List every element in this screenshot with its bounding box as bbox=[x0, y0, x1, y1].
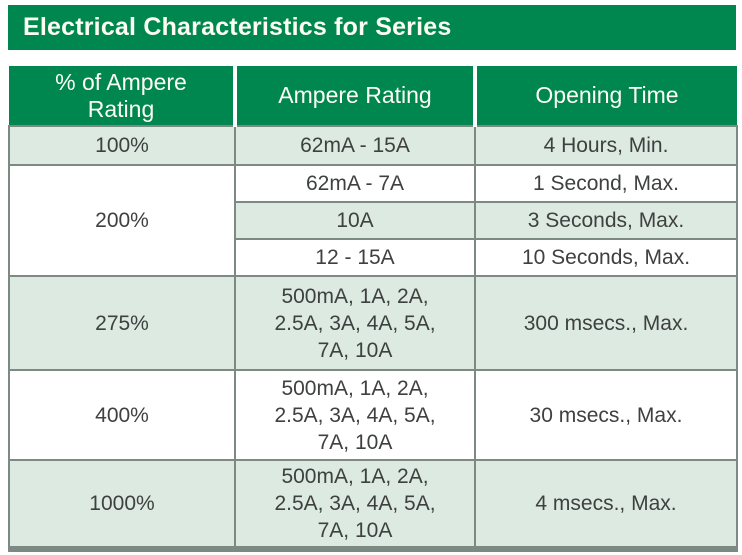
time-cell: 3 Seconds, Max. bbox=[474, 201, 738, 240]
table-row: 400% 500mA, 1A, 2A, 2.5A, 3A, 4A, 5A, 7A… bbox=[8, 369, 738, 461]
section-title: Electrical Characteristics for Series bbox=[23, 13, 452, 41]
table-row: 1000% 500mA, 1A, 2A, 2.5A, 3A, 4A, 5A, 7… bbox=[8, 459, 738, 550]
ampere-cell: 62mA - 7A bbox=[234, 164, 476, 203]
time-cell: 1 Second, Max. bbox=[474, 164, 738, 203]
ampere-cell: 12 - 15A bbox=[234, 238, 476, 277]
time-cell: 4 Hours, Min. bbox=[474, 125, 738, 166]
ampere-cell: 500mA, 1A, 2A, 2.5A, 3A, 4A, 5A, 7A, 10A bbox=[234, 459, 476, 550]
time-cell: 10 Seconds, Max. bbox=[474, 238, 738, 277]
table-row: 100% 62mA - 15A 4 Hours, Min. bbox=[8, 125, 738, 166]
electrical-characteristics-table: % of Ampere Rating Ampere Rating Opening… bbox=[8, 66, 738, 552]
header-row: % of Ampere Rating Ampere Rating Opening… bbox=[9, 66, 737, 126]
table-row: 275% 500mA, 1A, 2A, 2.5A, 3A, 4A, 5A, 7A… bbox=[8, 275, 738, 371]
table-row: 10A 3 Seconds, Max. bbox=[9, 201, 738, 240]
time-cell: 300 msecs., Max. bbox=[474, 275, 738, 371]
time-cell: 4 msecs., Max. bbox=[474, 459, 738, 550]
percent-cell: 1000% bbox=[8, 459, 236, 550]
percent-cell: 200% bbox=[8, 164, 236, 277]
table-body: 100% 62mA - 15A 4 Hours, Min. 200% 62mA … bbox=[8, 125, 738, 550]
header-ampere-rating: Ampere Rating bbox=[233, 66, 475, 126]
ampere-cell: 62mA - 15A bbox=[234, 125, 476, 166]
ampere-cell: 10A bbox=[234, 201, 476, 240]
ampere-cell: 500mA, 1A, 2A, 2.5A, 3A, 4A, 5A, 7A, 10A bbox=[234, 369, 476, 461]
table-row: 200% 62mA - 7A 1 Second, Max. bbox=[8, 164, 738, 277]
header-percent-of-ampere-rating: % of Ampere Rating bbox=[9, 66, 235, 126]
table-header: % of Ampere Rating Ampere Rating Opening… bbox=[9, 66, 737, 126]
section-title-bar: Electrical Characteristics for Series bbox=[8, 5, 736, 50]
time-cell: 30 msecs., Max. bbox=[474, 369, 738, 461]
header-opening-time: Opening Time bbox=[473, 66, 737, 126]
percent-cell: 400% bbox=[8, 369, 236, 461]
percent-cell: 100% bbox=[8, 125, 236, 166]
table-row: 12 - 15A 10 Seconds, Max. bbox=[9, 238, 738, 277]
percent-cell: 275% bbox=[8, 275, 236, 371]
ampere-cell: 500mA, 1A, 2A, 2.5A, 3A, 4A, 5A, 7A, 10A bbox=[234, 275, 476, 371]
